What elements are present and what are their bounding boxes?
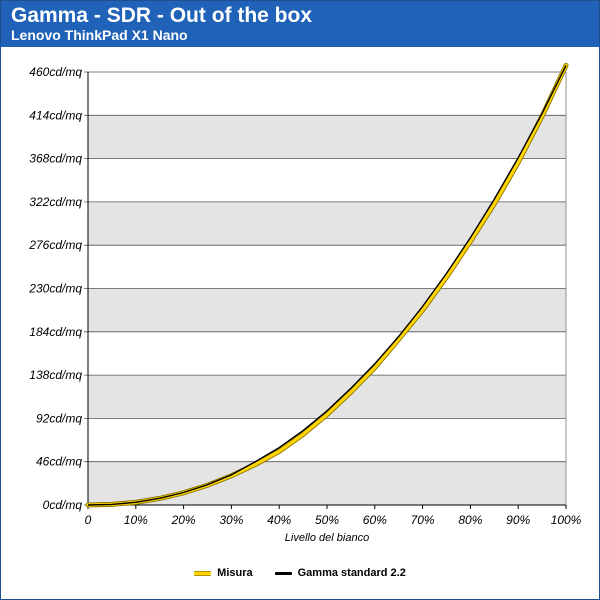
x-tick-label: 60% bbox=[363, 513, 387, 527]
y-tick-label: 368cd/mq bbox=[29, 152, 82, 166]
y-tick-label: 414cd/mq bbox=[29, 108, 82, 122]
x-tick-label: 70% bbox=[411, 513, 435, 527]
plot-band bbox=[88, 115, 566, 159]
y-tick-label: 0cd/mq bbox=[43, 498, 83, 512]
x-tick-label: 20% bbox=[171, 513, 196, 527]
chart-header: Gamma - SDR - Out of the box Lenovo Thin… bbox=[1, 1, 599, 47]
legend-item-gamma: Gamma standard 2.2 bbox=[274, 567, 406, 579]
chart-title: Gamma - SDR - Out of the box bbox=[11, 4, 313, 27]
chart-legend: Misura Gamma standard 2.2 bbox=[1, 563, 599, 583]
x-axis-label: Livello del bianco bbox=[285, 532, 369, 544]
legend-swatch-misura bbox=[194, 570, 212, 576]
series-line-gamma bbox=[87, 65, 567, 506]
y-tick-label: 322cd/mq bbox=[29, 195, 82, 209]
plot-bands bbox=[88, 72, 566, 505]
plot-band bbox=[88, 331, 566, 376]
legend-label-misura: Misura bbox=[217, 567, 253, 579]
plot-band bbox=[88, 418, 566, 462]
y-tick-label: 92cd/mq bbox=[36, 411, 82, 425]
plot-band bbox=[88, 245, 566, 289]
y-tick-label: 460cd/mq bbox=[29, 65, 82, 79]
y-tick-labels: 0cd/mq 46cd/mq 92cd/mq 138cd/mq 184cd/mq 230c… bbox=[28, 65, 82, 512]
plot-band bbox=[88, 288, 566, 332]
x-tick-label: 10% bbox=[124, 513, 148, 527]
chart-subtitle: Lenovo ThinkPad X1 Nano bbox=[11, 27, 188, 43]
y-tick-label: 184cd/mq bbox=[29, 325, 82, 339]
y-tick-label: 276cd/mq bbox=[28, 238, 82, 252]
x-tick-labels: 0 10% 20% 30% 40% 50% 60% 70% 80% 90% 100% bbox=[85, 513, 582, 527]
gamma-chart: 0cd/mq 46cd/mq 92cd/mq 138cd/mq 184cd/mq 230c… bbox=[28, 62, 582, 544]
y-tick-label: 46cd/mq bbox=[36, 455, 82, 469]
plot-band bbox=[88, 201, 566, 246]
plot-band bbox=[88, 158, 566, 202]
plot-axes bbox=[87, 72, 567, 506]
x-tick-label: 50% bbox=[315, 513, 339, 527]
data-series bbox=[85, 62, 569, 508]
x-tick-label: 80% bbox=[458, 513, 482, 527]
x-tick-label: 90% bbox=[506, 513, 530, 527]
x-tick-label: 100% bbox=[551, 513, 582, 527]
legend-label-gamma: Gamma standard 2.2 bbox=[297, 567, 406, 579]
legend-item-misura: Misura bbox=[194, 567, 253, 579]
x-tick-label: 40% bbox=[267, 513, 291, 527]
plot-band bbox=[88, 72, 566, 116]
x-tick-label: 0 bbox=[85, 513, 92, 527]
y-tick-label: 138cd/mq bbox=[29, 368, 82, 382]
y-tick-label: 230cd/mq bbox=[28, 282, 82, 296]
x-tick-label: 30% bbox=[219, 513, 243, 527]
legend-swatch-gamma bbox=[274, 571, 292, 575]
